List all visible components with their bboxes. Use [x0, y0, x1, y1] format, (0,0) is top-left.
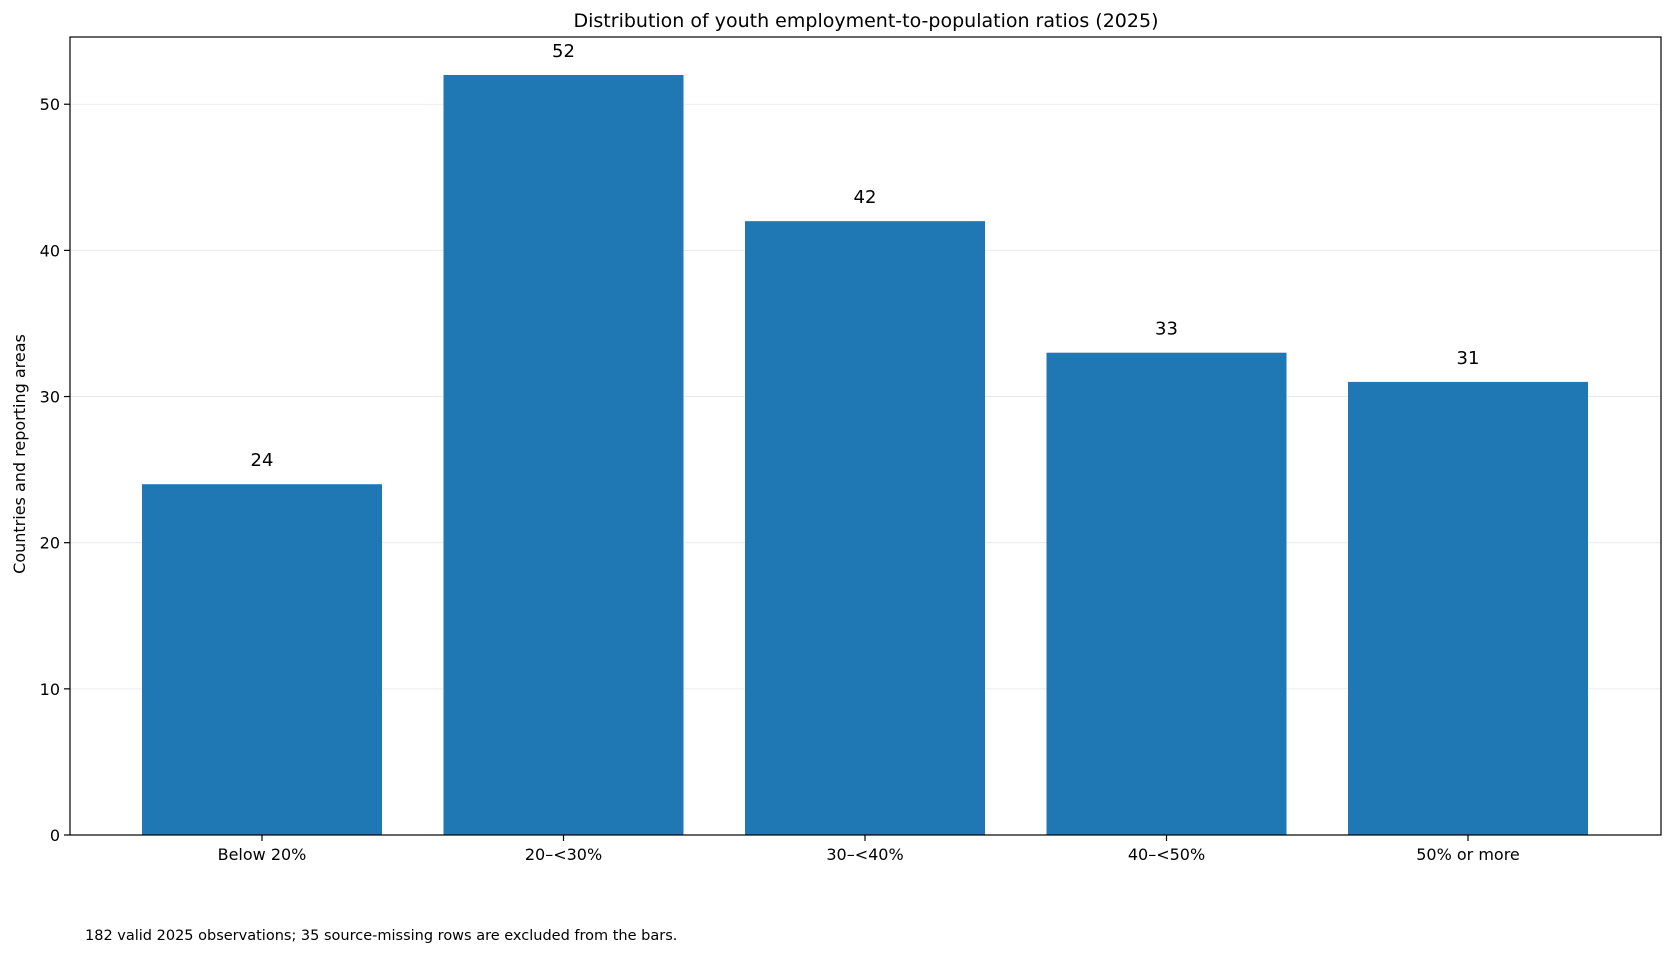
bar-value-label: 24: [251, 450, 274, 471]
y-tick-label: 0: [50, 826, 60, 845]
footnote: 182 valid 2025 observations; 35 source-m…: [85, 928, 677, 944]
x-tick-label: Below 20%: [218, 845, 307, 864]
x-axis-ticks: Below 20% 20–<30% 30–<40% 40–<50% 50% or mor…: [218, 835, 1520, 864]
bar-value-label: 31: [1457, 348, 1480, 369]
bar: [142, 484, 382, 835]
y-axis-ticks: 0 10 20 30 40 50: [40, 95, 70, 845]
bar: [1348, 381, 1588, 835]
y-tick-label: 30: [40, 388, 60, 407]
x-tick-label: 40–<50%: [1128, 845, 1205, 864]
bars: [142, 75, 1588, 836]
y-tick-label: 50: [40, 95, 60, 114]
x-tick-label: 20–<30%: [525, 845, 602, 864]
bar: [745, 221, 985, 836]
x-tick-label: 50% or more: [1416, 845, 1520, 864]
bar-value-label: 52: [552, 41, 575, 62]
y-tick-label: 40: [40, 241, 60, 260]
bar: [443, 75, 684, 835]
x-tick-label: 30–<40%: [826, 845, 903, 864]
data-labels: 24 52 42 33 31: [251, 41, 1480, 471]
y-tick-label: 10: [40, 680, 60, 699]
y-axis-label: Countries and reporting areas: [10, 334, 29, 574]
bar: [1046, 352, 1287, 835]
bar-value-label: 33: [1155, 319, 1178, 340]
y-tick-label: 20: [40, 534, 60, 553]
chart-title: Distribution of youth employment-to-popu…: [574, 10, 1159, 32]
bar-value-label: 42: [854, 187, 877, 208]
